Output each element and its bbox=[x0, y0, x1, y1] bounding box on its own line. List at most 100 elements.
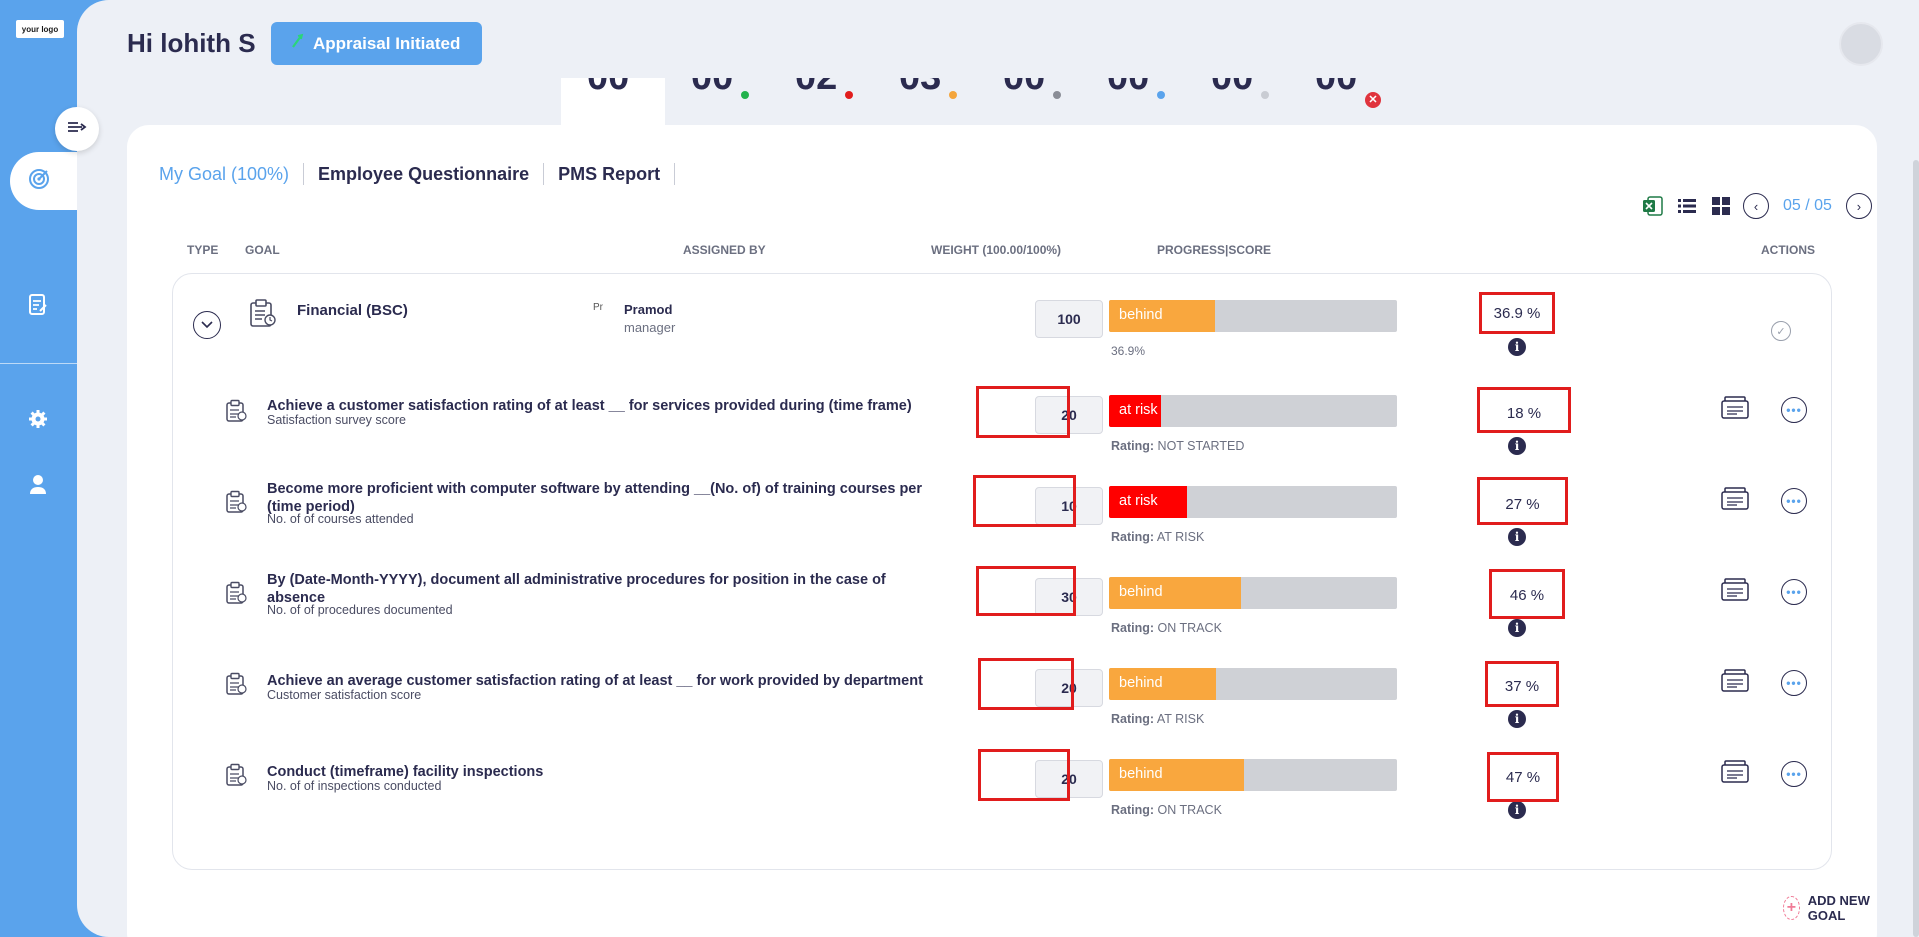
score-highlight-frame bbox=[1485, 661, 1559, 707]
progress-bar: behind bbox=[1109, 759, 1397, 791]
goal-title: Become more proficient with computer sof… bbox=[267, 481, 923, 515]
user-avatar[interactable] bbox=[1839, 22, 1883, 66]
vertical-scrollbar[interactable] bbox=[1913, 160, 1919, 937]
company-logo: your logo bbox=[16, 20, 64, 38]
progress-bar: at risk bbox=[1109, 395, 1397, 427]
sidebar-item-settings[interactable] bbox=[27, 409, 49, 432]
score-highlight-frame bbox=[1487, 752, 1559, 802]
assignee-role: manager bbox=[624, 320, 676, 335]
more-options-button[interactable]: ••• bbox=[1781, 488, 1807, 514]
rating-label: Rating: bbox=[1111, 530, 1155, 544]
ellipsis-icon: ••• bbox=[1786, 403, 1802, 417]
goal-notes-button[interactable] bbox=[1721, 759, 1749, 787]
goal-row: Become more proficient with computer sof… bbox=[173, 460, 1833, 546]
progress-bar: behind bbox=[1109, 300, 1397, 332]
clipboard-icon bbox=[225, 581, 247, 605]
logo-text: your logo bbox=[21, 24, 59, 34]
edit-document-icon bbox=[28, 293, 48, 321]
stat-not-started[interactable]: 00 bbox=[977, 78, 1081, 126]
more-options-button[interactable]: ••• bbox=[1781, 397, 1807, 423]
more-options-button[interactable]: ••• bbox=[1781, 670, 1807, 696]
tab-my-goal[interactable]: My Goal (100%) bbox=[159, 163, 305, 185]
pager-previous-button[interactable]: ‹ bbox=[1743, 193, 1769, 219]
status-dot bbox=[845, 91, 853, 99]
tab-pms-report[interactable]: PMS Report bbox=[544, 163, 676, 185]
excel-export-icon[interactable] bbox=[1641, 194, 1665, 218]
info-icon[interactable]: i bbox=[1508, 338, 1526, 356]
info-icon[interactable]: i bbox=[1508, 801, 1526, 819]
stat-cancelled[interactable]: 00 ✕ bbox=[1289, 78, 1393, 126]
main-content: Hi lohith S Appraisal Initiated 00 00 02… bbox=[77, 0, 1919, 937]
sidebar-toggle-button[interactable] bbox=[55, 107, 99, 151]
progress-bar: at risk bbox=[1109, 486, 1397, 518]
rating-text: Rating: ON TRACK bbox=[1111, 803, 1222, 817]
col-goal: GOAL bbox=[245, 243, 280, 257]
add-new-goal-label: ADD NEW GOAL bbox=[1807, 893, 1870, 923]
status-dot bbox=[949, 91, 957, 99]
status-dot bbox=[1157, 91, 1165, 99]
clipboard-icon bbox=[225, 763, 247, 787]
pager-indicator: 05 / 05 bbox=[1783, 197, 1832, 214]
stat-at-risk[interactable]: 02 bbox=[769, 78, 873, 126]
goal-notes-button[interactable] bbox=[1721, 577, 1749, 605]
ellipsis-icon: ••• bbox=[1786, 767, 1802, 781]
list-view-icon[interactable] bbox=[1675, 194, 1699, 218]
goal-metric: No. of of inspections conducted bbox=[267, 779, 442, 793]
info-icon[interactable]: i bbox=[1508, 710, 1526, 728]
grid-view-icon[interactable] bbox=[1709, 194, 1733, 218]
score-value: 47 % bbox=[1505, 768, 1541, 786]
add-new-goal-button[interactable]: + ADD NEW GOAL bbox=[1783, 893, 1877, 923]
col-type: TYPE bbox=[187, 243, 219, 257]
more-options-button[interactable]: ••• bbox=[1781, 579, 1807, 605]
user-icon bbox=[28, 473, 48, 500]
progress-fill bbox=[1109, 759, 1245, 791]
goal-row: Conduct (timeframe) facility inspections… bbox=[173, 733, 1833, 819]
progress-status-label: behind bbox=[1119, 307, 1163, 323]
stat-behind[interactable]: 03 bbox=[873, 78, 977, 126]
pager-next-button[interactable]: › bbox=[1845, 193, 1872, 219]
stat-on-track[interactable]: 00 bbox=[1081, 78, 1185, 126]
stat-other[interactable]: 00 bbox=[1185, 78, 1289, 126]
weight-value: 30 bbox=[1035, 578, 1103, 616]
chevron-left-icon: ‹ bbox=[1753, 198, 1759, 214]
stat-value: 00 bbox=[1315, 78, 1357, 99]
more-options-button[interactable]: ••• bbox=[1781, 761, 1807, 787]
rating-label: Rating: bbox=[1111, 439, 1155, 453]
goal-notes-button[interactable] bbox=[1721, 668, 1749, 696]
check-circle-icon[interactable]: ✓ bbox=[1771, 321, 1791, 341]
rating-value: ON TRACK bbox=[1157, 803, 1222, 817]
rating-label: Rating: bbox=[1111, 712, 1155, 726]
goal-notes-button[interactable] bbox=[1721, 395, 1749, 423]
expand-toggle-button[interactable] bbox=[193, 311, 221, 339]
stat-total[interactable]: 00 bbox=[561, 78, 665, 126]
assignee-name: Pramod bbox=[624, 302, 673, 317]
status-dot bbox=[1053, 91, 1061, 99]
score-highlight-frame bbox=[1479, 292, 1555, 334]
progress-fill bbox=[1109, 395, 1161, 427]
collapse-arrow-icon bbox=[67, 120, 87, 139]
sidebar-item-profile[interactable] bbox=[27, 473, 49, 500]
rocket-icon bbox=[291, 33, 305, 54]
goal-title: By (Date-Month-YYYY), document all admin… bbox=[267, 572, 886, 606]
stat-value: 00 bbox=[1211, 78, 1253, 99]
goal-row: By (Date-Month-YYYY), document all admin… bbox=[173, 551, 1833, 637]
stat-completed[interactable]: 00 bbox=[665, 78, 769, 126]
goal-metric: Satisfaction survey score bbox=[267, 413, 406, 427]
weight-value: 100 bbox=[1035, 300, 1103, 338]
goal-metric: No. of of courses attended bbox=[267, 512, 414, 526]
appraisal-status-badge[interactable]: Appraisal Initiated bbox=[271, 22, 483, 65]
goal-title: Achieve a customer satisfaction rating o… bbox=[267, 398, 912, 414]
goal-row: Achieve an average customer satisfaction… bbox=[173, 642, 1833, 728]
info-icon[interactable]: i bbox=[1508, 437, 1526, 455]
goal-notes-button[interactable] bbox=[1721, 486, 1749, 514]
sidebar-item-goals[interactable] bbox=[10, 152, 90, 210]
tab-employee-questionnaire[interactable]: Employee Questionnaire bbox=[304, 163, 545, 185]
rating-value: ON TRACK bbox=[1157, 621, 1222, 635]
sidebar-item-appraisal[interactable] bbox=[27, 293, 49, 321]
score-value: 46 % bbox=[1509, 586, 1545, 604]
rating-text: Rating: AT RISK bbox=[1111, 530, 1204, 544]
col-progress-score: PROGRESS|SCORE bbox=[1157, 243, 1272, 257]
info-icon[interactable]: i bbox=[1508, 619, 1526, 637]
weight-highlight-frame bbox=[978, 749, 1070, 801]
info-icon[interactable]: i bbox=[1508, 528, 1526, 546]
